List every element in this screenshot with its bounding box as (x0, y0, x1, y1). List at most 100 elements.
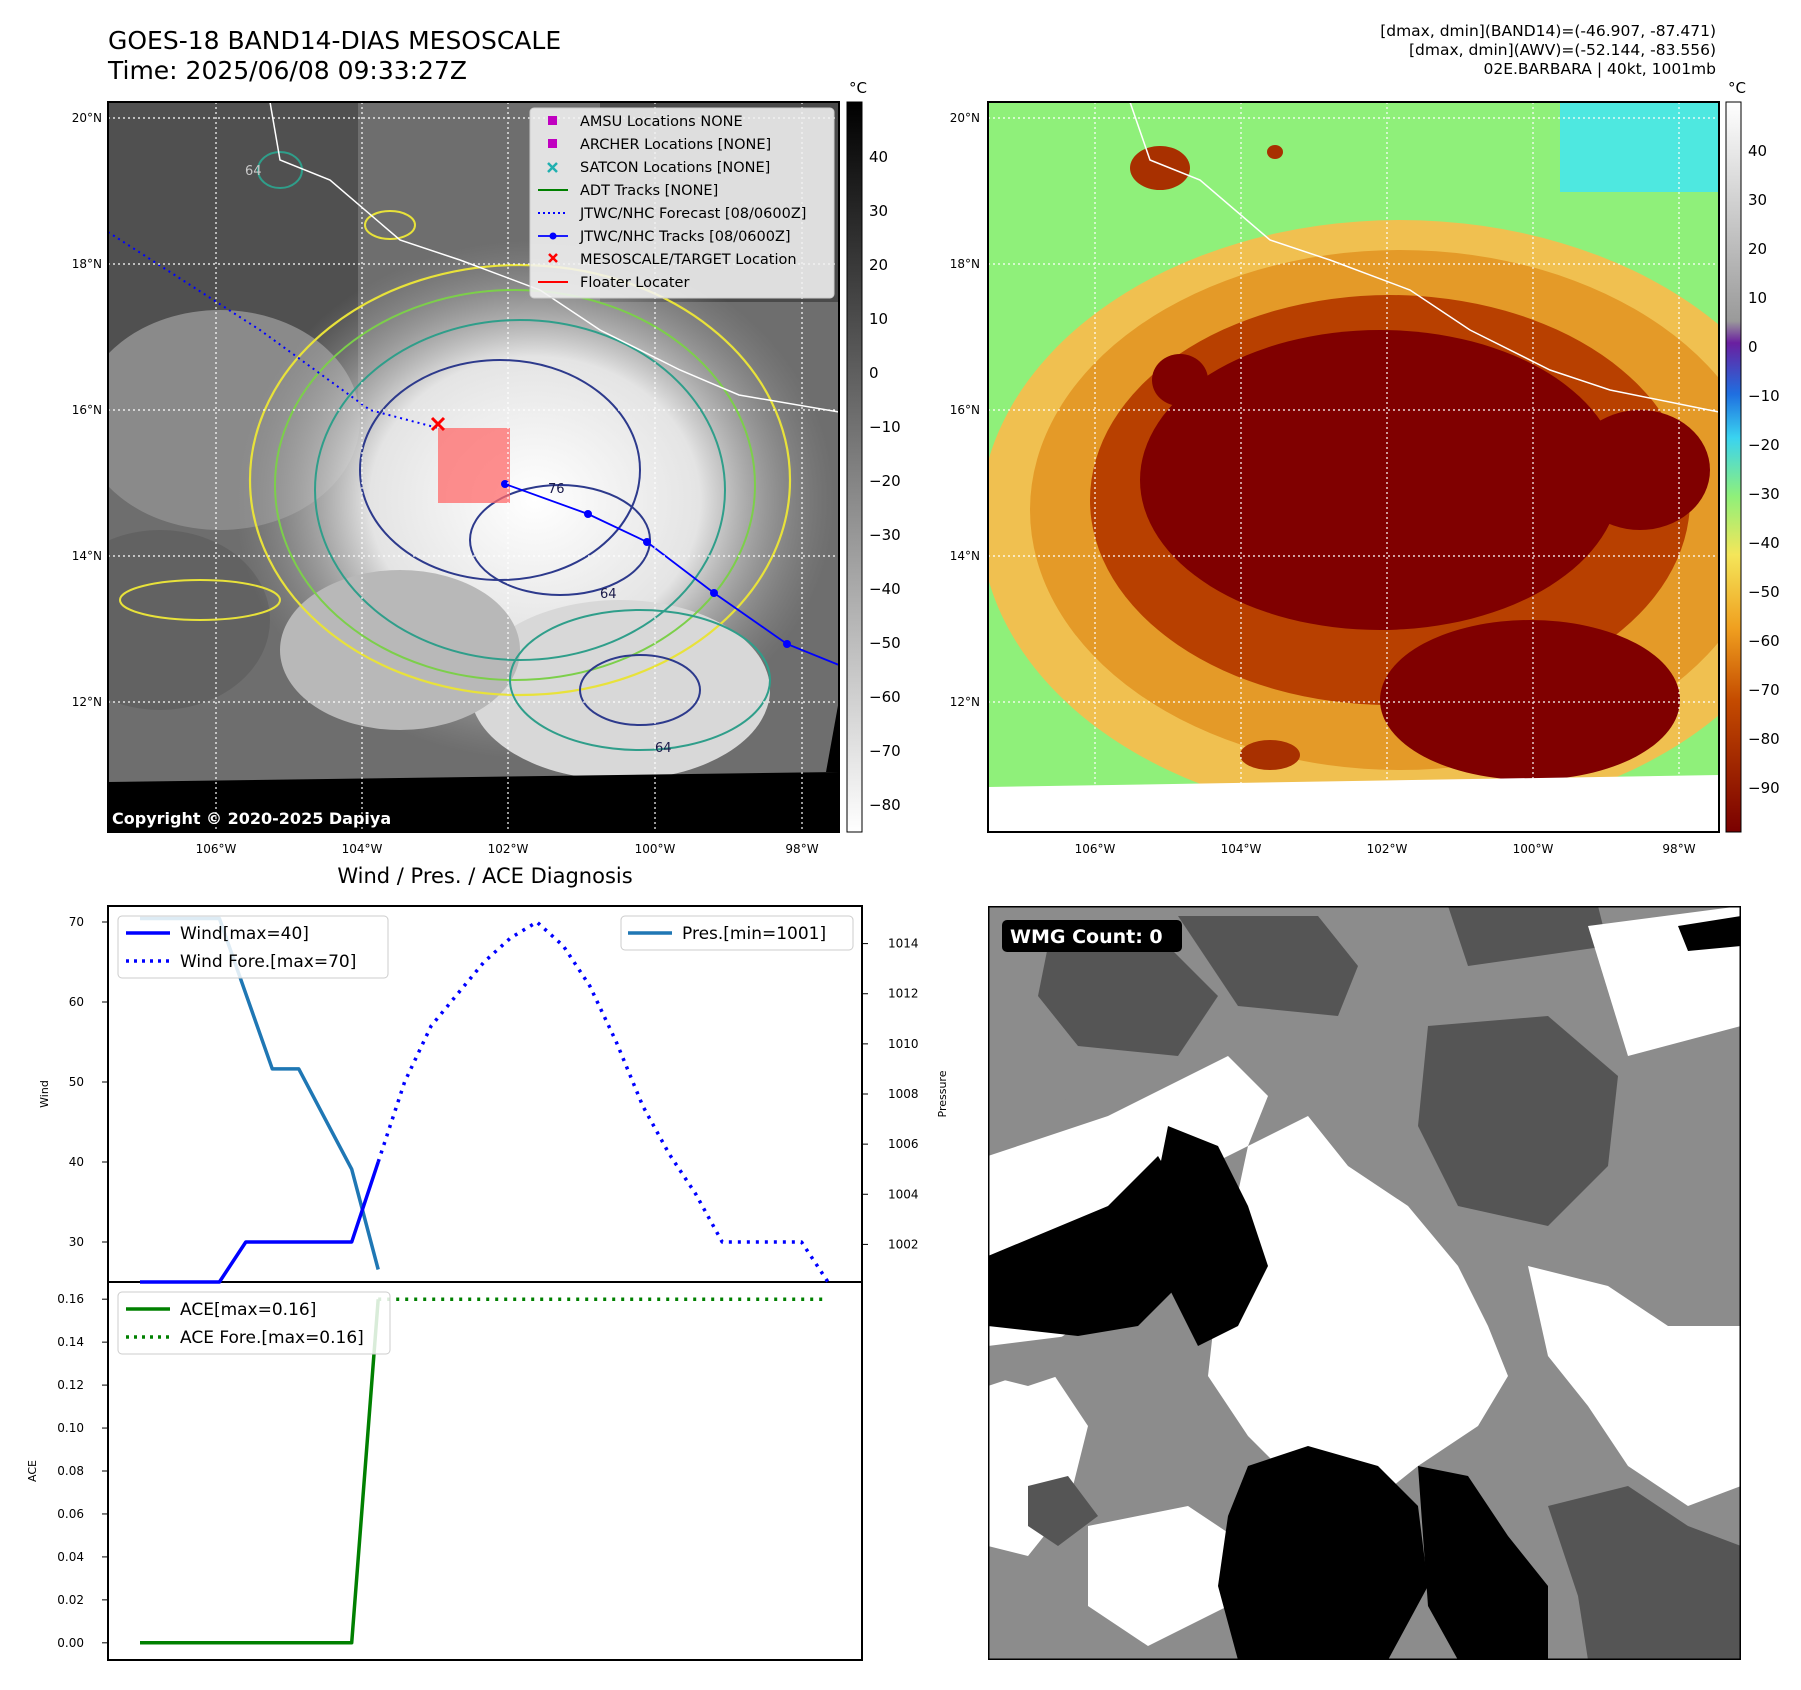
colorbar-tick: 20 (869, 256, 888, 274)
colorbar-tick: −10 (869, 418, 901, 436)
lon-label: 106°W (196, 842, 237, 856)
colorbar-tick: 0 (869, 364, 879, 382)
colorbar-tick: −80 (869, 796, 901, 814)
lon-label: 98°W (1662, 842, 1695, 856)
map-legend: AMSU Locations NONE ARCHER Locations [NO… (529, 107, 835, 299)
legend-item: ADT Tracks [NONE] (580, 183, 718, 199)
wmg-count-badge (1002, 920, 1182, 952)
colorized-imagery (988, 102, 1719, 832)
wind-ticks: 30 40 50 60 70 (69, 915, 108, 1249)
pressure-legend: Pres.[min=1001] (620, 915, 854, 951)
left-map-panel: 64 76 64 64 Copyright © 2020-2025 Dapiya… (72, 79, 1780, 856)
pressure-tick-label: 1014 (888, 937, 919, 951)
colorbar-tick: 40 (1748, 142, 1767, 160)
amsu-marker-icon (548, 116, 557, 125)
colorbar-tick: −90 (1748, 779, 1780, 797)
colorbar-tick: −80 (1748, 730, 1780, 748)
lat-label: 18°N (72, 257, 102, 271)
legend-item: MESOSCALE/TARGET Location (580, 252, 797, 268)
lat-label: 20°N (950, 111, 980, 125)
colorbar-tick: −20 (869, 472, 901, 490)
diagnosis-title: Wind / Pres. / ACE Diagnosis (337, 864, 633, 888)
ace-tick-label: 0.02 (57, 1593, 84, 1607)
title-time: Time: 2025/06/08 09:33:27Z (108, 56, 467, 85)
colorbar-tick: −40 (869, 580, 901, 598)
colorbar-tick: −70 (869, 742, 901, 760)
contour-label: 76 (548, 482, 565, 497)
lat-label: 20°N (72, 111, 102, 125)
info-awv-range: [dmax, dmin](AWV)=(-52.144, -83.556) (1409, 41, 1716, 59)
pressure-axis-label: Pressure (936, 1070, 949, 1117)
colorbar-unit: °C (849, 79, 867, 97)
colorbar-tick: −40 (1748, 534, 1780, 552)
wind-forecast-series-line (376, 920, 830, 1283)
ace-tick-label: 0.08 (57, 1464, 84, 1478)
chart-lines (140, 916, 830, 1645)
title-satellite: GOES-18 BAND14-DIAS MESOSCALE (108, 26, 562, 55)
storm-info: [dmax, dmin](BAND14)=(-46.907, -87.471) … (1380, 22, 1716, 79)
ace-tick-label: 0.10 (57, 1421, 84, 1435)
lon-label: 100°W (635, 842, 676, 856)
wind-tick-label: 60 (69, 995, 84, 1009)
lat-label: 12°N (950, 695, 980, 709)
lon-label: 106°W (1075, 842, 1116, 856)
ace-tick-label: 0.14 (57, 1335, 84, 1349)
colorbar-tick: −30 (869, 526, 901, 544)
ace-series-line (140, 1299, 380, 1645)
pressure-tick-label: 1012 (888, 987, 919, 1001)
legend-ace: ACE[max=0.16] (180, 1300, 316, 1320)
colorbar-tick: 30 (869, 202, 888, 220)
ace-tick-label: 0.04 (57, 1550, 84, 1564)
wmg-panel: WMG Count: 0 (988, 906, 1741, 1660)
legend-item: JTWC/NHC Tracks [08/0600Z] (579, 229, 791, 245)
wind-tick-label: 70 (69, 915, 84, 929)
colorbar-tick: 10 (869, 310, 888, 328)
legend-wind-fore: Wind Fore.[max=70] (180, 952, 356, 972)
archer-marker-icon (548, 139, 557, 148)
ace-tick-label: 0.06 (57, 1507, 84, 1521)
legend-item: JTWC/NHC Forecast [08/0600Z] (579, 206, 806, 222)
lon-label: 102°W (1367, 842, 1408, 856)
legend-wind: Wind[max=40] (180, 924, 309, 944)
target-marker-icon (548, 253, 558, 263)
wind-tick-label: 40 (69, 1155, 84, 1169)
colorbar-tick: 0 (1748, 338, 1758, 356)
legend-item: ARCHER Locations [NONE] (580, 137, 771, 153)
figure-title: GOES-18 BAND14-DIAS MESOSCALE Time: 2025… (108, 26, 561, 86)
lon-label: 104°W (342, 842, 383, 856)
pressure-ticks: 1002 1004 1006 1008 1010 1012 1014 (862, 937, 919, 1251)
lat-label: 16°N (72, 403, 102, 417)
ace-axis-label: ACE (26, 1460, 39, 1482)
legend-item: AMSU Locations NONE (580, 114, 743, 130)
lat-label: 18°N (950, 257, 980, 271)
wind-series-line (140, 1161, 380, 1284)
colorbar-tick: −50 (1748, 583, 1780, 601)
pressure-tick-label: 1008 (888, 1087, 919, 1101)
colorbar-tick: −50 (869, 634, 901, 652)
colorbar-tick: −10 (1748, 387, 1780, 405)
contour-label: 64 (245, 164, 262, 179)
pressure-tick-label: 1010 (888, 1037, 919, 1051)
right-colorbar: °C 40 30 20 10 0 −10 −20 −30 −40 −50 −60… (1725, 79, 1780, 833)
legend-pressure: Pres.[min=1001] (682, 924, 826, 944)
copyright: Copyright © 2020-2025 Dapiya (112, 809, 391, 828)
info-band14-range: [dmax, dmin](BAND14)=(-46.907, -87.471) (1380, 22, 1716, 40)
pressure-tick-label: 1002 (888, 1237, 919, 1251)
ace-ticks: 0.00 0.02 0.04 0.06 0.08 0.10 0.12 0.14 0.16 (57, 1292, 108, 1650)
satcon-marker-icon (547, 162, 558, 173)
lon-label: 100°W (1513, 842, 1554, 856)
info-storm-summary: 02E.BARBARA | 40kt, 1001mb (1483, 60, 1716, 78)
ace-legend: ACE[max=0.16] ACE Fore.[max=0.16] (117, 1291, 391, 1355)
contour-label: 64 (655, 741, 672, 756)
colorbar-tick: −20 (1748, 436, 1780, 454)
pressure-tick-label: 1006 (888, 1137, 919, 1151)
colorbar-tick: 30 (1748, 191, 1767, 209)
colorbar-tick: −70 (1748, 681, 1780, 699)
wind-tick-label: 30 (69, 1235, 84, 1249)
legend-item: SATCON Locations [NONE] (580, 160, 770, 176)
left-colorbar: °C 40 30 20 10 0 −10 −20 −30 −40 −50 −60… (846, 79, 901, 833)
ace-tick-label: 0.00 (57, 1636, 84, 1650)
wind-axis-label: Wind (38, 1080, 51, 1108)
colorbar-tick: 20 (1748, 240, 1767, 258)
